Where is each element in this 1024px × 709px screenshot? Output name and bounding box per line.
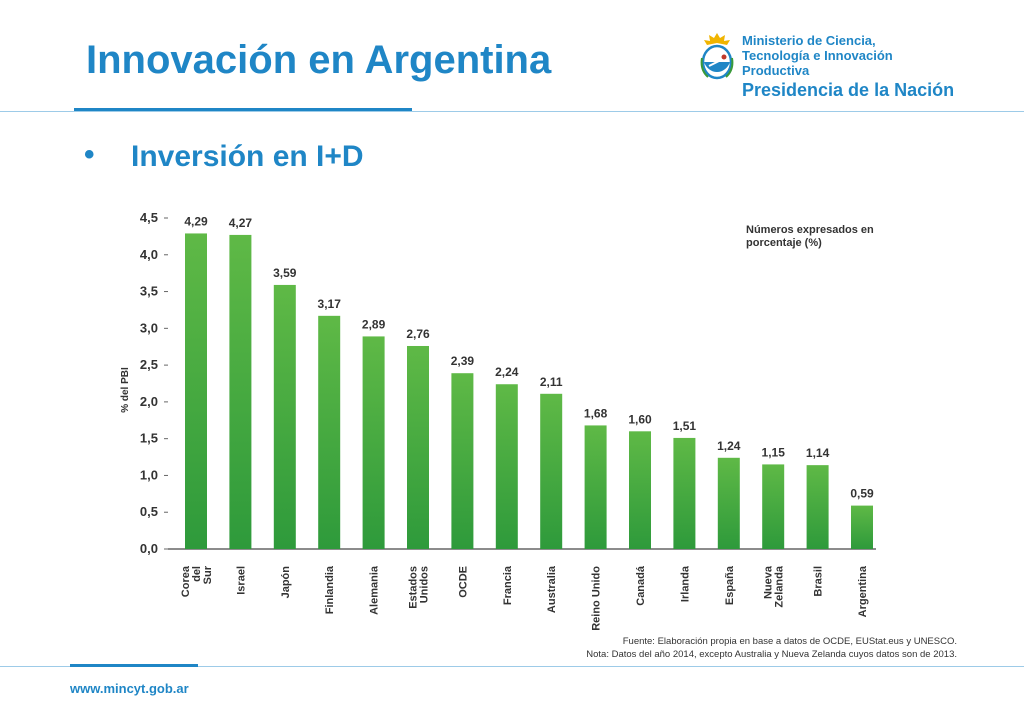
bar (584, 425, 607, 549)
category-label: Argentina (857, 565, 869, 617)
bar-value-label: 4,27 (229, 216, 253, 230)
bar-value-label: 1,51 (673, 419, 697, 433)
category-label: Reino Unido (591, 566, 603, 631)
bar (318, 315, 341, 549)
bar (629, 431, 651, 549)
logo-ministry-line: Ministerio de Ciencia, (742, 33, 876, 48)
category-label-line: España (724, 565, 736, 605)
category-label: EstadosUnidos (408, 566, 431, 609)
bar (451, 373, 474, 549)
bar-value-label: 2,24 (495, 365, 519, 379)
y-tick-label: 1,0 (140, 467, 158, 482)
bar-value-label: 1,15 (762, 445, 786, 459)
chart-footnotes: Fuente: Elaboración propia en base a dat… (586, 636, 957, 662)
category-label: Japón (280, 566, 292, 599)
logo-ministry-line: Tecnología e Innovación Productiva (742, 47, 893, 78)
category-label: España (724, 565, 736, 605)
bar (185, 233, 207, 550)
title-divider (0, 111, 1024, 112)
title-underline (74, 108, 412, 111)
bar-value-label: 4,29 (184, 214, 208, 228)
bar (362, 336, 385, 549)
category-label-line: Finlandia (324, 565, 336, 614)
category-label-line: Irlanda (679, 565, 691, 602)
category-label-line: Francia (502, 565, 514, 605)
bar-value-label: 2,76 (406, 327, 430, 341)
bar (540, 393, 563, 549)
bar-value-label: 3,17 (318, 297, 342, 311)
category-label-line: Zelanda (774, 565, 786, 607)
category-label: NuevaZelanda (763, 565, 786, 607)
data-year-note: Nota: Datos del año 2014, excepto Austra… (586, 648, 957, 660)
category-label-line: Sur (202, 565, 214, 584)
ministry-logo: Ministerio de Ciencia, Tecnología e Inno… (700, 32, 960, 100)
category-label-line: Corea (180, 565, 192, 597)
category-label: Alemania (369, 565, 381, 615)
category-label-line: Nueva (763, 565, 775, 599)
category-label: Francia (502, 565, 514, 605)
y-tick-label: 2,0 (140, 394, 158, 409)
y-tick-label: 4,5 (140, 210, 158, 225)
footer-underline (70, 664, 198, 667)
bullet-heading: Inversión en I+D (131, 140, 364, 173)
category-label: Australia (546, 565, 558, 613)
category-label-line: Australia (546, 565, 558, 613)
y-tick-label: 3,0 (140, 320, 158, 335)
category-label-line: Alemania (369, 565, 381, 615)
chart-unit-note: Números expresados en porcentaje (%) (746, 224, 874, 249)
bar (717, 457, 740, 549)
category-label-line: Reino Unido (591, 566, 603, 631)
y-axis-label: % del PBI (120, 367, 131, 413)
logo-presidency-line: Presidencia de la Nación (742, 79, 955, 100)
bar (229, 234, 252, 549)
slide-title: Innovación en Argentina (86, 38, 552, 82)
bar-value-label: 1,68 (584, 406, 608, 420)
category-label-line: Israel (235, 566, 247, 595)
source-note: Fuente: Elaboración propia en base a dat… (622, 636, 957, 647)
category-label-line: OCDE (457, 566, 469, 598)
category-label: Canadá (635, 565, 647, 606)
bar (495, 384, 518, 549)
national-seal-icon (700, 33, 734, 80)
y-tick-label: 4,0 (140, 247, 158, 262)
bullet-marker: • (84, 138, 95, 171)
bar-value-label: 2,89 (362, 317, 386, 331)
bar-value-label: 2,11 (540, 375, 563, 389)
category-label: Brasil (813, 566, 825, 597)
footer-divider (0, 666, 1024, 667)
bar-value-label: 1,14 (806, 446, 830, 460)
category-label-line: Canadá (635, 565, 647, 606)
y-tick-label: 3,5 (140, 284, 158, 299)
bar-value-label: 2,39 (451, 354, 475, 368)
y-tick-label: 0,0 (140, 541, 158, 556)
category-label: CoreadelSur (180, 565, 214, 597)
category-label: OCDE (457, 566, 469, 598)
category-label-line: del (191, 566, 203, 582)
category-label: Israel (235, 566, 247, 595)
category-label-line: Brasil (813, 566, 825, 597)
category-label-line: Estados (408, 566, 420, 609)
category-label: Irlanda (679, 565, 691, 602)
bar-value-label: 1,24 (717, 439, 741, 453)
bar (273, 284, 296, 549)
bar-value-label: 1,60 (628, 412, 652, 426)
bar-value-label: 0,59 (850, 487, 874, 501)
category-label: Finlandia (324, 565, 336, 614)
bar (851, 505, 873, 549)
category-label-line: Unidos (419, 566, 431, 603)
footer-website-link[interactable]: www.mincyt.gob.ar (70, 681, 189, 696)
bar (673, 437, 696, 549)
y-tick-label: 1,5 (140, 431, 158, 446)
bar (762, 464, 785, 549)
category-label-line: Japón (280, 566, 292, 599)
y-tick-label: 0,5 (140, 504, 158, 519)
bar (407, 345, 429, 549)
y-tick-label: 2,5 (140, 357, 158, 372)
bar (806, 465, 829, 549)
category-label-line: Argentina (857, 565, 869, 617)
bar-value-label: 3,59 (273, 266, 297, 280)
